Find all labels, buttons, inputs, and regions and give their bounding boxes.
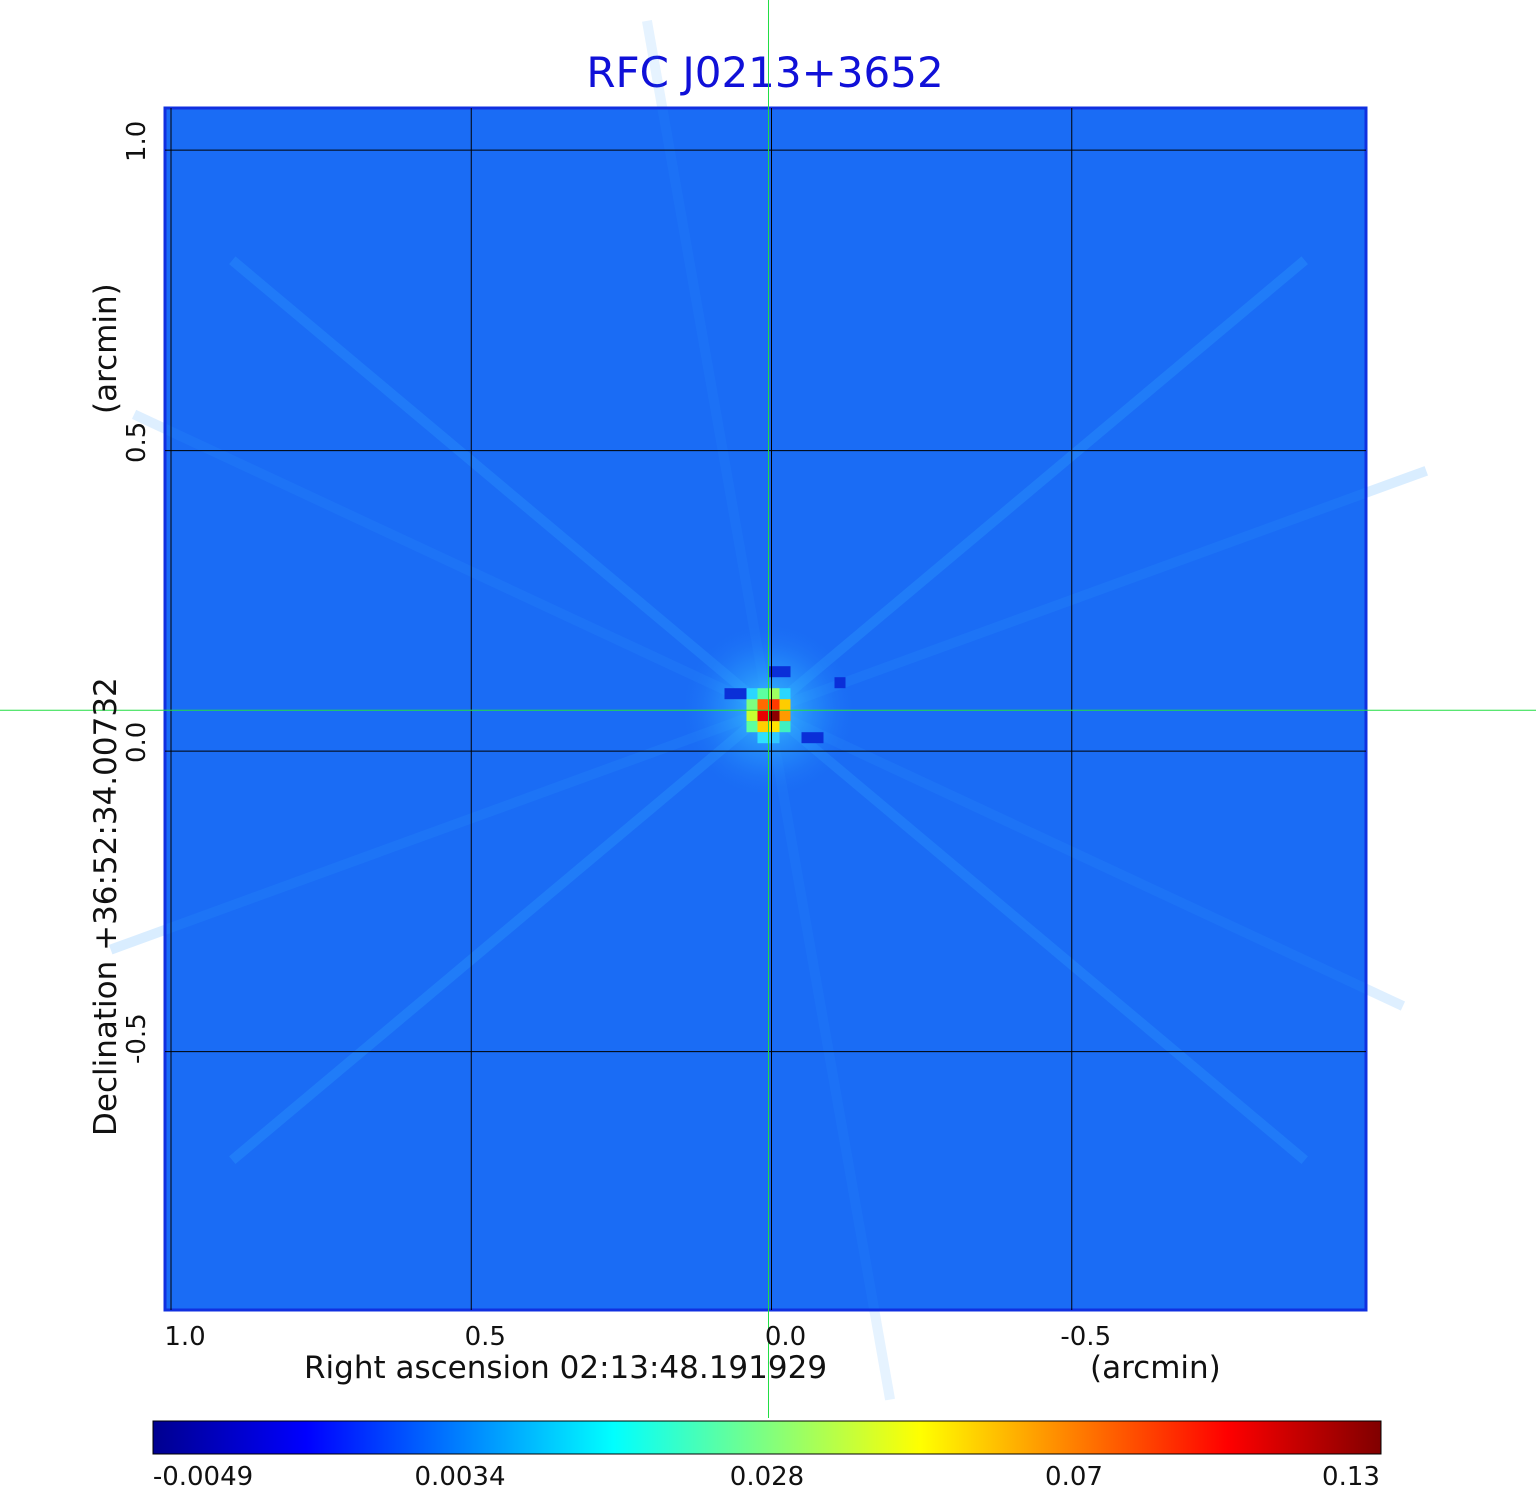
colorbar-tick-label: 0.0034 (414, 1462, 506, 1492)
colorbar-tick-label: 0.028 (729, 1462, 805, 1492)
negative-pixel (834, 677, 846, 689)
source-pixel (768, 699, 780, 711)
x-tick-label: 0.0 (764, 1322, 807, 1352)
source-pixel (757, 699, 769, 711)
y-axis-unit: (arcmin) (88, 283, 124, 414)
colorbar (152, 1420, 1382, 1455)
chart-title: RFC J0213+3652 (586, 48, 944, 97)
negative-pixel (812, 732, 824, 744)
y-axis-label: Declination +36:52:34.00732 (88, 677, 124, 1136)
y-tick-label: 1.0 (122, 120, 152, 163)
source-pixel (779, 699, 791, 711)
x-axis-unit: (arcmin) (1090, 1350, 1221, 1386)
source-pixel (757, 710, 769, 722)
colorbar-gradient (152, 1420, 1382, 1455)
negative-pixel (735, 688, 747, 700)
colorbar-tick-label: 0.07 (1045, 1462, 1103, 1492)
x-tick-label: 0.5 (464, 1322, 506, 1352)
negative-pixel (724, 688, 736, 700)
source-pixel (779, 688, 791, 700)
plot-frame (163, 106, 1368, 1312)
source-pixel (779, 710, 791, 722)
source-pixel (757, 688, 769, 700)
source-pixel (768, 721, 780, 733)
source-pixel (768, 688, 780, 700)
y-tick-label: 0.0 (122, 721, 152, 764)
colorbar-tick-label: 0.13 (1322, 1462, 1380, 1492)
x-tick-label: 1.0 (164, 1322, 206, 1352)
source-pixel (757, 721, 769, 733)
source-pixel (746, 699, 758, 711)
negative-pixel (768, 666, 780, 678)
source-pixel (768, 710, 780, 722)
y-tick-label: 0.5 (122, 421, 152, 463)
source-pixel (779, 721, 791, 733)
source-pixel (746, 710, 758, 722)
source-pixel (746, 721, 758, 733)
source-pixel (768, 732, 780, 744)
source-pixel (746, 688, 758, 700)
coordinate-grid (165, 108, 1366, 1310)
x-tick-label: -0.5 (1060, 1322, 1112, 1352)
negative-pixel (801, 732, 813, 744)
y-tick-label: -0.5 (122, 1012, 152, 1064)
crosshair (0, 0, 1536, 1418)
negative-pixel (779, 666, 791, 678)
source-pixel (757, 732, 769, 744)
x-axis-label: Right ascension 02:13:48.191929 (304, 1350, 828, 1386)
colorbar-tick-label: -0.0049 (152, 1462, 254, 1492)
